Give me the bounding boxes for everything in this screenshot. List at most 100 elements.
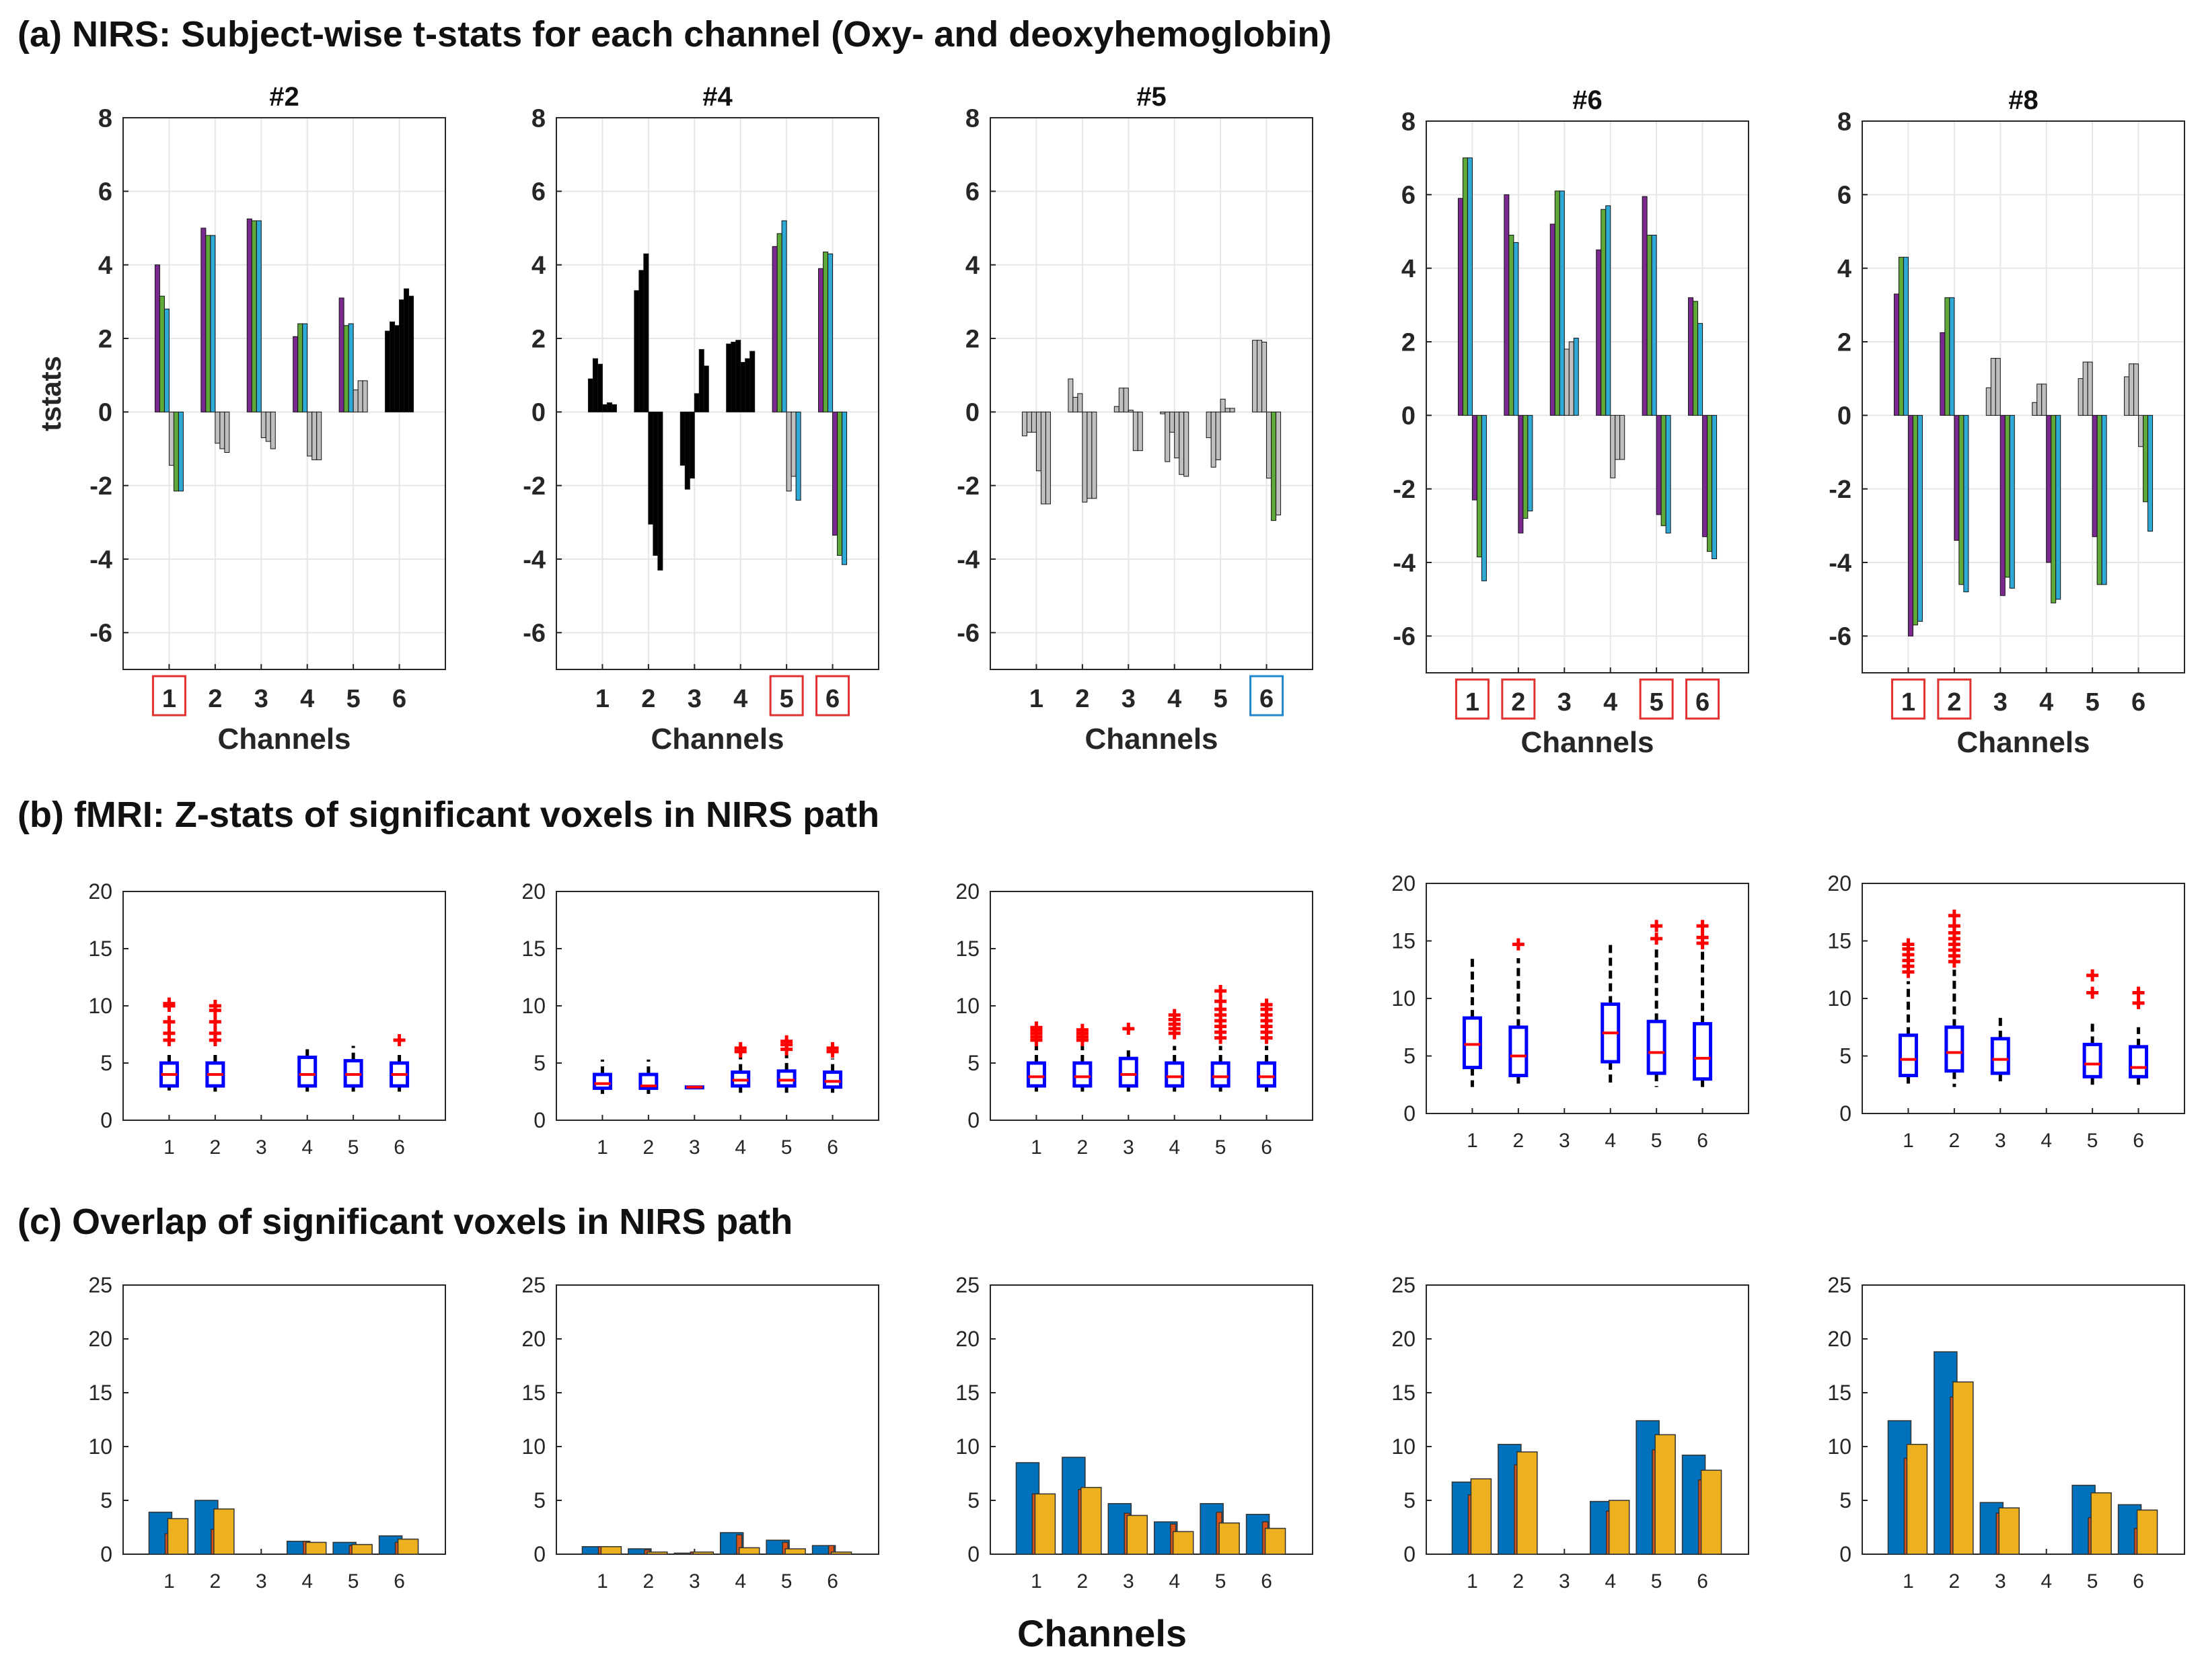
x-tick-label: 2 xyxy=(1511,688,1525,717)
tstat-bar xyxy=(1229,408,1235,412)
channel-highlight-box xyxy=(1685,678,1720,720)
overlap-bar-chart: 0 5 10 15 20 25 1 2 3 4 5 6 xyxy=(88,1273,446,1593)
axes-background xyxy=(1862,883,2184,1113)
tstat-bar xyxy=(1068,378,1074,412)
y-tick-label: 2 xyxy=(1401,328,1416,357)
box-iqr xyxy=(1210,1061,1230,1088)
tstat-bar xyxy=(726,343,732,412)
tstat-bar xyxy=(219,411,225,449)
tstat-bar xyxy=(2143,414,2149,503)
y-tick-label: -6 xyxy=(1393,623,1416,651)
x-tick-label: 2 xyxy=(643,1136,655,1159)
x-tick-label: 5 xyxy=(346,685,361,713)
tstat-bar xyxy=(1045,411,1051,505)
tstat-bar xyxy=(1077,393,1083,412)
x-tick-label: 1 xyxy=(1903,1130,1914,1152)
y-tick-label: 10 xyxy=(88,994,112,1018)
x-tick-label: 1 xyxy=(1465,688,1479,717)
x-tick-label: 2 xyxy=(1949,1130,1960,1152)
tstat-bar xyxy=(168,411,174,466)
y-tick-label: 4 xyxy=(1401,255,1416,283)
tstat-bar xyxy=(408,295,414,412)
box-outlier xyxy=(1076,1023,1089,1036)
tstat-bar xyxy=(1917,414,1923,622)
y-tick-label: 10 xyxy=(955,994,980,1018)
box-outlier xyxy=(393,1034,406,1046)
y-tick-label: 25 xyxy=(1391,1273,1416,1297)
tstat-bar xyxy=(316,411,322,460)
tstat-bar xyxy=(832,411,838,536)
y-tick-label: 0 xyxy=(98,399,112,427)
y-tick-label: -4 xyxy=(1393,549,1416,577)
axes-frame xyxy=(556,117,879,670)
x-tick-label: 2 xyxy=(1075,685,1089,713)
tstat-bar xyxy=(270,411,276,449)
y-tick-label: 5 xyxy=(534,1051,546,1075)
tstat-bar xyxy=(394,325,400,412)
overlap-bar-chart: 0 5 10 15 20 25 1 2 3 4 5 6 xyxy=(955,1273,1313,1593)
x-tick-label: 5 xyxy=(1650,688,1664,717)
x-tick-label: 4 xyxy=(1605,1130,1616,1152)
fmri-boxplot-chart: 0 5 10 15 20 1 2 3 4 5 6 xyxy=(1391,871,1749,1152)
box-outlier xyxy=(163,1015,176,1028)
x-tick-label: 6 xyxy=(2133,1570,2144,1593)
tstat-bar xyxy=(703,365,709,412)
tstat-bar xyxy=(2036,384,2043,416)
tstat-bar xyxy=(781,220,787,412)
tstat-bar xyxy=(246,218,252,412)
y-tick-label: 0 xyxy=(100,1542,112,1566)
y-tick-label: -2 xyxy=(1393,476,1416,504)
y-tick-label: 0 xyxy=(965,399,980,427)
y-tick-label: 0 xyxy=(967,1108,980,1132)
y-tick-label: 5 xyxy=(967,1051,980,1075)
tstat-bar xyxy=(1954,414,1960,541)
overlap-bar xyxy=(1700,1469,1722,1555)
tstat-bar xyxy=(338,297,344,412)
x-tick-label: 6 xyxy=(392,685,406,713)
x-tick-label: 5 xyxy=(781,1136,793,1159)
x-tick-label: 6 xyxy=(2133,1130,2144,1152)
tstat-bar xyxy=(2009,414,2015,589)
y-tick-label: 25 xyxy=(521,1273,546,1297)
x-tick-label: 2 xyxy=(1077,1136,1089,1159)
y-tick-label: 20 xyxy=(521,1327,546,1351)
tstat-bar xyxy=(1559,190,1565,416)
tstat-bar xyxy=(311,411,318,460)
tstat-bar xyxy=(260,411,266,439)
x-tick-label: 6 xyxy=(827,1570,838,1593)
tstat-bar xyxy=(1476,414,1482,558)
y-axis-label: tstats xyxy=(35,356,67,431)
tstat-bar xyxy=(215,411,221,444)
axes-frame xyxy=(1426,1284,1749,1555)
y-tick-label: 25 xyxy=(88,1273,112,1297)
tstat-bar xyxy=(634,290,640,412)
x-tick-label: 5 xyxy=(1651,1570,1662,1593)
y-tick-label: 20 xyxy=(1827,871,1851,896)
box-iqr xyxy=(1646,1019,1666,1075)
overlap-bar xyxy=(1608,1500,1630,1555)
overlap-bar xyxy=(1264,1527,1286,1555)
y-tick-label: 10 xyxy=(1391,1434,1416,1459)
box-iqr xyxy=(2129,1045,2149,1079)
y-tick-label: 6 xyxy=(98,178,112,207)
y-tick-label: 0 xyxy=(1839,1542,1851,1566)
tstat-bar xyxy=(2124,376,2130,416)
tstat-bar xyxy=(818,268,824,412)
box-iqr xyxy=(297,1056,318,1088)
tstat-bar xyxy=(251,220,257,412)
box-outlier xyxy=(1030,1021,1043,1034)
tstat-bar xyxy=(2129,363,2135,416)
tstat-bar xyxy=(1660,414,1666,526)
y-tick-label: 0 xyxy=(100,1108,112,1132)
box-outlier xyxy=(1168,1009,1181,1021)
y-tick-label: 5 xyxy=(100,1051,112,1075)
tstat-bar xyxy=(638,270,645,412)
x-tick-label: 3 xyxy=(1559,1570,1570,1593)
box-outlier xyxy=(780,1035,793,1048)
tstat-bar xyxy=(1183,411,1189,477)
tstat-bar xyxy=(1031,411,1037,433)
y-tick-label: 10 xyxy=(955,1434,980,1459)
tstat-bar xyxy=(1082,411,1088,503)
tstat-bar xyxy=(297,323,303,412)
tstat-bar xyxy=(1179,411,1185,475)
